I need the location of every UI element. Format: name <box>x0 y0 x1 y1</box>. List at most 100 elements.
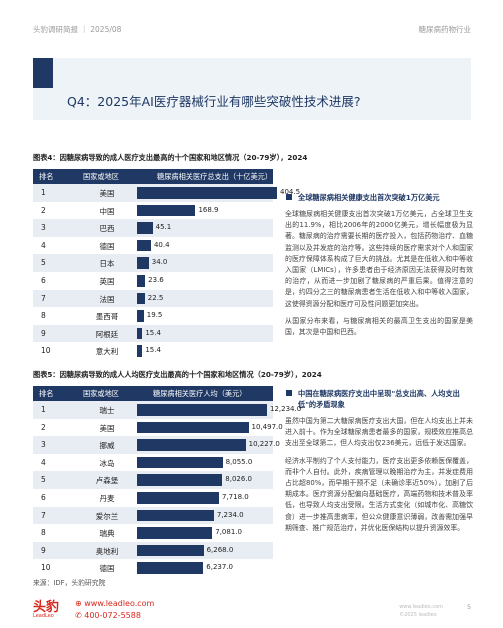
country-cell: 奥地利 <box>95 546 119 556</box>
bar-mark <box>137 345 143 357</box>
square-bullet-icon <box>286 194 292 200</box>
side-section-2: 中国在糖尿病医疗支出中呈现"总支出高、人均支出低"的矛盾现象 虽然中国为第二大糖… <box>285 388 473 534</box>
side-section-1: 全球糖尿病相关健康支出首次突破1万亿美元 全球糖尿病相关健康支出首次突破1万亿美… <box>285 192 473 338</box>
figure5-col-rank: 排名 <box>39 389 54 398</box>
bar-value-label: 15.4 <box>145 328 161 337</box>
bar-mark <box>137 204 196 217</box>
footer-right-line-1: www.leadleo.com <box>399 604 443 610</box>
bar-mark <box>137 439 246 451</box>
bar-value-label: 168.9 <box>198 205 219 214</box>
leadleo-logo: 头豹 <box>33 600 60 615</box>
figure5-caption: 图表5：因糖尿病导致的成人人均医疗支出最高的十个国家和地区情况（20-79岁），… <box>33 370 322 379</box>
bar-mark <box>137 187 277 199</box>
side-section-1-paragraph-1: 全球糖尿病相关健康支出首次突破1万亿美元，占全球卫生支出的11.9%，相比200… <box>285 210 473 308</box>
table-row: 8 墨西哥 19.5 <box>33 307 273 325</box>
side-section-1-heading-text: 全球糖尿病相关健康支出首次突破1万亿美元 <box>298 193 440 202</box>
rank-cell: 8 <box>41 311 46 321</box>
country-cell: 意大利 <box>95 347 119 357</box>
footer-phone: ✆ 400-072-5588 <box>75 610 154 622</box>
bar-value-label: 6,268.0 <box>206 545 234 554</box>
bar-value-label: 404.5 <box>280 188 301 196</box>
header-industry: 糖尿病药物行业 <box>418 25 472 34</box>
bar-value-label: 10,227.0 <box>248 440 280 449</box>
country-cell: 美国 <box>99 423 115 433</box>
bar-value-label: 15.4 <box>145 346 161 355</box>
bar-value-label: 8,026.0 <box>225 475 252 484</box>
rank-cell: 8 <box>41 528 46 538</box>
country-cell: 丹麦 <box>99 493 115 503</box>
bar-mark <box>137 239 151 252</box>
figure4-table-header: 排名 国家或地区 糖尿病相关医疗总支出（十亿美元） <box>33 169 273 184</box>
page-header: 头豹调研简报 ｜ 2025/08 糖尿病药物行业 <box>0 0 503 40</box>
rank-cell: 9 <box>41 328 46 338</box>
country-cell: 阿根廷 <box>95 329 119 339</box>
rank-cell: 4 <box>41 457 46 467</box>
country-cell: 爱尔兰 <box>95 511 119 521</box>
bar-mark <box>137 544 204 557</box>
footer-website-text: www.leadleo.com <box>84 599 155 608</box>
bar-mark <box>137 257 149 269</box>
rank-cell: 1 <box>41 405 46 414</box>
country-cell: 冰岛 <box>99 458 115 468</box>
table-row: 1 美国 404.5 <box>33 184 300 202</box>
table-row: 7 法国 22.5 <box>33 289 273 308</box>
table-row: 4 德国 40.4 <box>33 237 273 255</box>
rank-cell: 1 <box>41 188 46 197</box>
country-cell: 巴西 <box>99 224 115 234</box>
figure4-col-country: 国家或地区 <box>83 172 119 181</box>
rank-cell: 7 <box>41 510 46 520</box>
rank-cell: 2 <box>41 422 46 432</box>
leadleo-logo-sub: LeadLeo <box>33 613 54 619</box>
rank-cell: 5 <box>41 258 46 268</box>
country-cell: 瑞典 <box>99 529 115 539</box>
bar-mark <box>137 327 143 340</box>
globe-icon: ⊕ <box>75 599 85 608</box>
bar-mark <box>137 474 223 486</box>
title-accent-bar <box>33 58 53 88</box>
rank-cell: 3 <box>41 223 46 233</box>
table-row: 4 冰岛 8,055.0 <box>33 454 273 472</box>
bar-value-label: 7,234.0 <box>216 510 244 519</box>
country-cell: 瑞士 <box>99 406 115 415</box>
side-section-2-paragraph-2: 经济水平制约了个人支付能力，医疗支出更多依赖医保覆盖，而非个人自付。此外，疾病管… <box>285 456 473 532</box>
side-section-2-paragraph-1: 虽然中国为第二大糖尿病医疗支出大国，但在人均支出上并未进入前十。作为全球糖尿病患… <box>285 417 473 448</box>
header-report-name: 头豹调研简报 ｜ 2025/08 <box>33 25 122 34</box>
figure4-col-value: 糖尿病相关医疗总支出（十亿美元） <box>157 172 273 181</box>
rank-cell: 3 <box>41 440 46 450</box>
rank-cell: 4 <box>41 240 46 250</box>
rank-cell: 6 <box>41 492 46 502</box>
title-block: Q4：2025年AI医疗器械行业有哪些突破性技术进展? <box>33 58 471 120</box>
bar-mark <box>137 509 214 522</box>
figure5-table-header: 排名 国家或地区 糖尿病相关医疗人均（美元） <box>33 386 273 401</box>
table-row: 8 瑞典 7,081.0 <box>33 524 273 542</box>
rank-cell: 10 <box>41 346 51 356</box>
table-row: 9 阿根廷 15.4 <box>33 324 273 343</box>
bar-mark <box>137 404 267 416</box>
table-row: 10 德国 6,237.0 <box>33 559 273 577</box>
figure4-table: 排名 国家或地区 糖尿病相关医疗总支出（十亿美元） 1 美国 404.5 2 中国 168… <box>33 169 300 360</box>
bar-mark <box>137 222 153 234</box>
bar-value-label: 7,081.0 <box>215 528 242 537</box>
bar-mark <box>137 292 145 305</box>
footer-website-link[interactable]: ⊕ www.leadleo.com <box>75 598 154 610</box>
bar-mark <box>137 421 249 434</box>
bar-value-label: 34.0 <box>151 258 168 267</box>
figure5-table-body: 1 瑞士 12,234.0 2 美国 10,497.0 3 挪威 10,227.0 4 冰岛 8,05… <box>33 401 301 577</box>
country-cell: 中国 <box>99 206 115 216</box>
bar-value-label: 19.5 <box>146 311 163 320</box>
country-cell: 德国 <box>99 564 115 574</box>
table-row: 5 日本 34.0 <box>33 254 273 272</box>
source-note: 来源：IDF，头豹研究院 <box>33 579 106 587</box>
table-row: 2 美国 10,497.0 <box>33 419 283 437</box>
table-row: 10 意大利 15.4 <box>33 342 273 360</box>
bar-mark <box>137 310 144 322</box>
table-row: 5 卢森堡 8,026.0 <box>33 471 273 489</box>
table-row: 7 爱尔兰 7,234.0 <box>33 506 273 525</box>
rank-cell: 5 <box>41 475 46 485</box>
bar-value-label: 10,497.0 <box>251 422 283 431</box>
bar-value-label: 22.5 <box>147 293 164 302</box>
bar-mark <box>137 562 204 574</box>
bar-value-label: 8,055.0 <box>225 457 253 466</box>
country-cell: 英国 <box>99 276 115 286</box>
figure5-col-value: 糖尿病相关医疗人均（美元） <box>153 389 247 398</box>
